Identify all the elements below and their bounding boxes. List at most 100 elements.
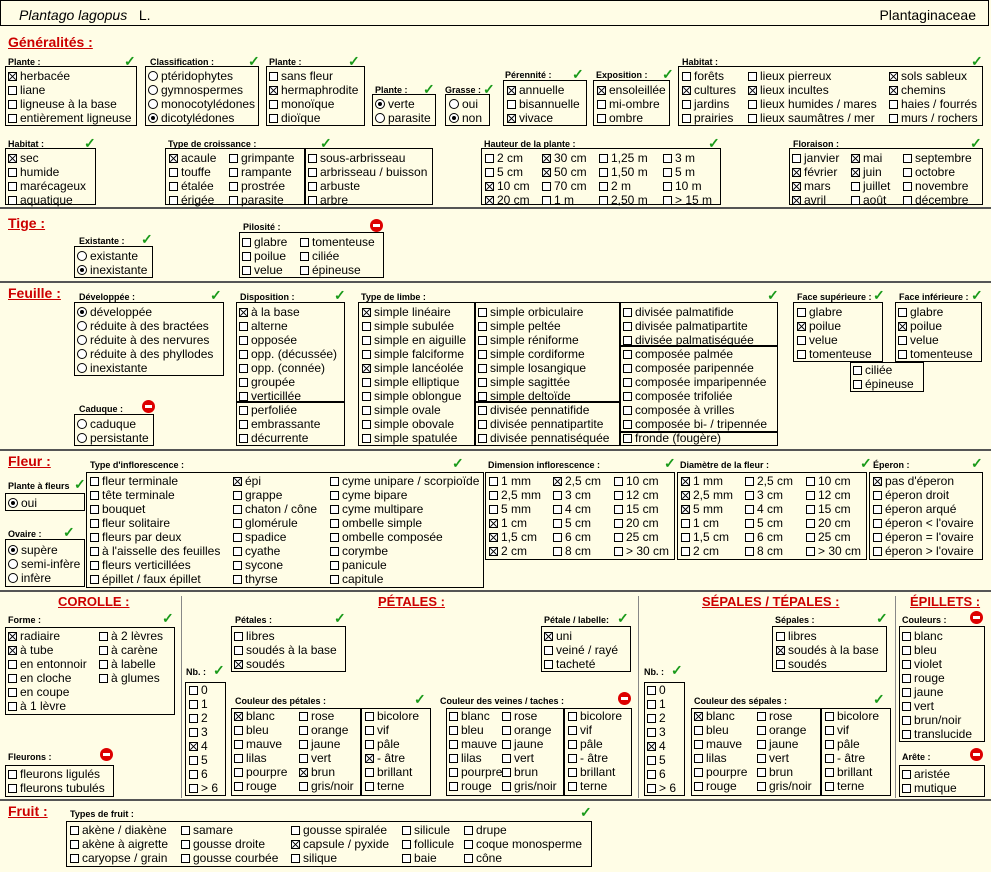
checkbox[interactable]	[507, 100, 516, 109]
checkbox[interactable]	[745, 519, 754, 528]
couleur-des-veines-taches-option[interactable]: vert	[502, 751, 534, 765]
checkbox[interactable]	[502, 726, 511, 735]
checkbox[interactable]	[330, 547, 339, 556]
checkbox[interactable]	[647, 728, 656, 737]
diametre-de-la-fleur-option[interactable]: 5 mm	[681, 502, 723, 516]
type-de-limbe-option[interactable]: divisée palmatifide	[623, 305, 734, 319]
couleur-des-sepales-option[interactable]: blanc	[694, 709, 735, 723]
checkbox[interactable]	[507, 86, 516, 95]
couleur-des-sepales-option[interactable]: gris/noir	[757, 779, 812, 793]
arete-option[interactable]: aristée	[902, 767, 950, 781]
checkbox[interactable]	[748, 100, 757, 109]
checkbox[interactable]	[233, 533, 242, 542]
type-d-inflorescence-option[interactable]: cyme multipare	[330, 502, 423, 516]
checkbox[interactable]	[825, 740, 834, 749]
plante-option[interactable]: monoïque	[269, 97, 334, 111]
checkbox[interactable]	[478, 406, 487, 415]
ovaire-option[interactable]: semi-infère	[8, 557, 80, 571]
checkbox[interactable]	[449, 782, 458, 791]
checkbox[interactable]	[623, 308, 632, 317]
hauteur-de-la-plante-option[interactable]: 2 cm	[485, 151, 523, 165]
checkbox[interactable]	[825, 782, 834, 791]
checkbox[interactable]	[365, 768, 374, 777]
checkbox[interactable]	[614, 519, 623, 528]
checkbox[interactable]	[99, 646, 108, 655]
plante-option[interactable]: sans fleur	[269, 69, 333, 83]
checkbox[interactable]	[757, 782, 766, 791]
checkbox[interactable]	[873, 547, 882, 556]
checkbox[interactable]	[233, 505, 242, 514]
diametre-de-la-fleur-option[interactable]: 1 cm	[681, 516, 719, 530]
dimension-inflorescence-option[interactable]: 8 cm	[553, 544, 591, 558]
types-de-fruit-option[interactable]: gousse spiralée	[291, 823, 387, 837]
couleur-des-petales-option[interactable]: mauve	[234, 737, 282, 751]
checkbox[interactable]	[502, 740, 511, 749]
hauteur-de-la-plante-option[interactable]: 10 m	[663, 179, 702, 193]
couleurs-option[interactable]: vert	[902, 699, 934, 713]
type-de-limbe-option[interactable]: divisée pennatifide	[478, 403, 589, 417]
types-de-fruit-option[interactable]: gousse droite	[181, 837, 265, 851]
checkbox[interactable]	[757, 768, 766, 777]
type-d-inflorescence-option[interactable]: panicule	[330, 558, 387, 572]
couleur-des-petales-option[interactable]: rose	[299, 709, 334, 723]
couleur-des-petales-option[interactable]: bleu	[234, 723, 269, 737]
couleur-des-sepales-option[interactable]: brillant	[825, 765, 872, 779]
classification-option[interactable]: dicotylédones	[148, 111, 234, 125]
nb-option[interactable]: 3	[189, 725, 208, 739]
diametre-de-la-fleur-option[interactable]: 5 cm	[745, 516, 783, 530]
checkbox[interactable]	[623, 364, 632, 373]
habitat-option[interactable]: murs / rochers	[889, 111, 978, 125]
developpee-option[interactable]: inexistante	[77, 361, 147, 375]
type-de-limbe-option[interactable]: simple ovale	[362, 403, 441, 417]
types-de-fruit-option[interactable]: cône	[464, 851, 502, 865]
checkbox[interactable]	[902, 632, 911, 641]
types-de-fruit-option[interactable]: akène / diakène	[70, 823, 167, 837]
type-de-limbe-option[interactable]: simple deltoïde	[478, 389, 571, 403]
type-de-limbe-option[interactable]: composée bi- / tripennée	[623, 417, 767, 431]
classification-option[interactable]: gymnospermes	[148, 83, 243, 97]
checkbox[interactable]	[478, 420, 487, 429]
checkbox[interactable]	[8, 702, 17, 711]
checkbox[interactable]	[181, 854, 190, 863]
checkbox[interactable]	[8, 674, 17, 683]
diametre-de-la-fleur-option[interactable]: 6 cm	[745, 530, 783, 544]
pilosite-option[interactable]: glabre	[242, 235, 287, 249]
couleur-des-veines-taches-option[interactable]: rouge	[449, 779, 492, 793]
checkbox[interactable]	[889, 100, 898, 109]
checkbox[interactable]	[239, 322, 248, 331]
radio-button[interactable]	[148, 71, 158, 81]
checkbox[interactable]	[362, 434, 371, 443]
checkbox[interactable]	[485, 168, 494, 177]
type-de-limbe-option[interactable]: simple orbiculaire	[478, 305, 583, 319]
couleur-des-sepales-option[interactable]: orange	[757, 723, 806, 737]
floraison-option[interactable]: mars	[792, 179, 831, 193]
pilosite-option[interactable]: velue	[242, 263, 283, 277]
checkbox[interactable]	[851, 196, 860, 205]
floraison-option[interactable]: août	[851, 193, 886, 207]
type-d-inflorescence-option[interactable]: glomérule	[233, 516, 298, 530]
checkbox[interactable]	[806, 477, 815, 486]
checkbox[interactable]	[694, 782, 703, 791]
checkbox[interactable]	[681, 547, 690, 556]
checkbox[interactable]	[99, 632, 108, 641]
classification-option[interactable]: monocotylédones	[148, 97, 255, 111]
checkbox[interactable]	[8, 86, 17, 95]
couleur-des-veines-taches-option[interactable]: bicolore	[568, 709, 622, 723]
checkbox[interactable]	[851, 182, 860, 191]
checkbox[interactable]	[502, 782, 511, 791]
checkbox[interactable]	[507, 114, 516, 123]
checkbox[interactable]	[647, 714, 656, 723]
checkbox[interactable]	[8, 100, 17, 109]
checkbox[interactable]	[308, 196, 317, 205]
checkbox[interactable]	[748, 86, 757, 95]
checkbox[interactable]	[663, 182, 672, 191]
diametre-de-la-fleur-option[interactable]: 10 cm	[806, 474, 851, 488]
couleur-des-veines-taches-option[interactable]: terne	[568, 779, 607, 793]
floraison-option[interactable]: décembre	[903, 193, 968, 207]
checkbox[interactable]	[902, 784, 911, 793]
checkbox[interactable]	[308, 168, 317, 177]
exposition-option[interactable]: ensoleillée	[597, 83, 666, 97]
diametre-de-la-fleur-option[interactable]: 2 cm	[681, 544, 719, 558]
eperon-option[interactable]: pas d'éperon	[873, 474, 954, 488]
checkbox[interactable]	[647, 770, 656, 779]
